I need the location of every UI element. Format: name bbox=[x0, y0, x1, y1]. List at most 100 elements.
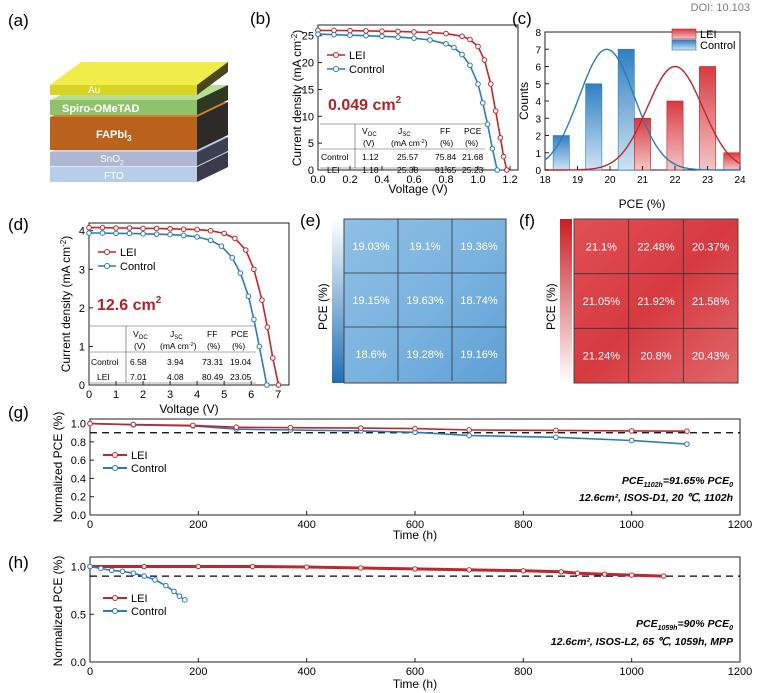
control-point bbox=[347, 32, 353, 39]
lei-point bbox=[195, 563, 202, 570]
control-bar bbox=[585, 83, 603, 171]
lei-point bbox=[287, 424, 294, 431]
legend-marker-control bbox=[333, 66, 339, 72]
x-tick-label: 0.0 bbox=[310, 174, 325, 186]
fapbi3-layer-front bbox=[50, 117, 197, 150]
panel-f-label: (f) bbox=[519, 211, 535, 230]
panel-f-ylabel: PCE (%) bbox=[544, 283, 558, 330]
fto-label: FTO bbox=[104, 171, 124, 182]
lei-point bbox=[249, 563, 256, 570]
control-point bbox=[475, 81, 481, 87]
table-head-ff: FF bbox=[440, 126, 450, 136]
heatmap bbox=[343, 218, 507, 384]
lei-point bbox=[412, 425, 418, 432]
control-point bbox=[180, 232, 187, 239]
heatmap-grid: 21.1% 22.48% 20.37% 21.05% 21.92% 21.58% 21.24… bbox=[574, 219, 738, 383]
panel-d-xlabel: Voltage (V) bbox=[159, 402, 218, 416]
panel-g-series bbox=[87, 420, 740, 447]
control-point bbox=[99, 230, 106, 236]
doi-label: DOI: 10.103 bbox=[690, 2, 750, 14]
y-tick-label: 0 bbox=[535, 166, 541, 177]
lei-point bbox=[395, 28, 401, 35]
lei-point bbox=[520, 568, 527, 574]
row-pce: 21.68 bbox=[462, 152, 484, 162]
colorbar bbox=[332, 219, 344, 383]
lei-point bbox=[180, 226, 187, 232]
table-unit-voc: (V) bbox=[363, 138, 375, 148]
panel-h-series bbox=[87, 563, 740, 603]
au-label: Au bbox=[88, 85, 100, 96]
lei-bar bbox=[634, 117, 651, 171]
control-point bbox=[459, 51, 465, 58]
table-unit-ff: (%) bbox=[440, 138, 453, 148]
au-layer-top bbox=[50, 62, 228, 85]
lei-point bbox=[242, 247, 249, 253]
table-head-pce: PCE bbox=[464, 126, 482, 136]
lei-point bbox=[167, 225, 173, 232]
sno2-layer-side bbox=[197, 137, 228, 166]
lei-point bbox=[347, 27, 353, 34]
control-point bbox=[628, 437, 635, 444]
panel-b-ylabel: Current density (mA cm-2) bbox=[290, 30, 304, 167]
control-point bbox=[363, 32, 369, 39]
heatmap-cell-value: 20.37% bbox=[692, 241, 730, 253]
legend-lei: LEI bbox=[120, 247, 137, 259]
y-tick-label: 3 bbox=[535, 114, 541, 125]
lei-point bbox=[497, 134, 504, 141]
row-name: Control bbox=[321, 152, 349, 162]
panel-h-note-2: 12.6cm², ISOS-L2, 65 ℃, 1059h, MPP bbox=[551, 636, 734, 648]
heatmap-cell-value: 20.8% bbox=[640, 351, 671, 363]
lei-point bbox=[574, 570, 581, 576]
x-tick-label: 0.4 bbox=[374, 174, 389, 186]
lei-point bbox=[275, 382, 282, 388]
x-tick-label: 24 bbox=[734, 175, 746, 186]
lei-point bbox=[475, 43, 481, 50]
legend-marker-control bbox=[112, 608, 118, 614]
lei-point bbox=[113, 225, 119, 231]
x-tick-label: 0.6 bbox=[406, 174, 421, 186]
y-tick-label: 5 bbox=[535, 80, 541, 91]
lei-point bbox=[553, 427, 559, 434]
spiro-layer-side bbox=[197, 85, 228, 115]
y-tick-label: 1 bbox=[79, 341, 85, 353]
heatmap-cell-value: 21.58% bbox=[692, 296, 730, 308]
x-tick-label: 23 bbox=[702, 175, 714, 186]
panel-c-label: (c) bbox=[512, 9, 532, 28]
heatmap-cell-value: 19.36% bbox=[460, 241, 498, 253]
lei-point bbox=[466, 427, 472, 433]
table-unit-pce: (%) bbox=[465, 138, 478, 148]
panel-e: (e) PCE (%) 19.03% 19.1% 19.36% 19.15% 19.63… bbox=[300, 211, 507, 384]
control-point bbox=[331, 31, 337, 38]
lei-point bbox=[488, 81, 494, 87]
x-tick-label: 1.2 bbox=[502, 174, 517, 186]
x-tick-label: 7 bbox=[275, 389, 281, 401]
legend-control: Control bbox=[700, 40, 735, 52]
plot-frame bbox=[88, 222, 290, 386]
control-point bbox=[130, 570, 137, 577]
x-tick-label: 5 bbox=[221, 389, 227, 401]
control-point bbox=[141, 573, 147, 579]
table-head-voc: VOC bbox=[362, 126, 377, 138]
panel-g-ticks: 0 200 400 600 800 1000 1200 0.0 0.2 0.4 0.6 0.8 1.0 bbox=[71, 419, 753, 531]
control-point bbox=[167, 231, 173, 238]
fapbi3-layer-side bbox=[197, 102, 228, 150]
row-pce: 19.04 bbox=[230, 357, 252, 367]
lei-point bbox=[504, 167, 510, 173]
table-unit-jsc: (mA cm-2) bbox=[391, 138, 428, 148]
control-point bbox=[119, 568, 126, 575]
lei-point bbox=[194, 226, 200, 233]
row-ff: 75.84 bbox=[435, 152, 457, 162]
lei-point bbox=[153, 225, 160, 232]
lei-point bbox=[130, 421, 137, 428]
lei-point bbox=[126, 225, 133, 231]
heatmap-cell-value: 20.43% bbox=[692, 351, 730, 363]
panel-g-legend: LEI Control bbox=[103, 450, 166, 475]
heatmap-cell-value: 21.24% bbox=[583, 351, 621, 363]
lei-point bbox=[500, 153, 507, 160]
lei-point bbox=[466, 567, 472, 573]
lei-point bbox=[628, 428, 635, 434]
row-pce: 23.05 bbox=[230, 372, 252, 382]
lei-point bbox=[221, 230, 227, 237]
table-head-voc: VOC bbox=[133, 329, 148, 341]
control-point bbox=[443, 40, 449, 47]
